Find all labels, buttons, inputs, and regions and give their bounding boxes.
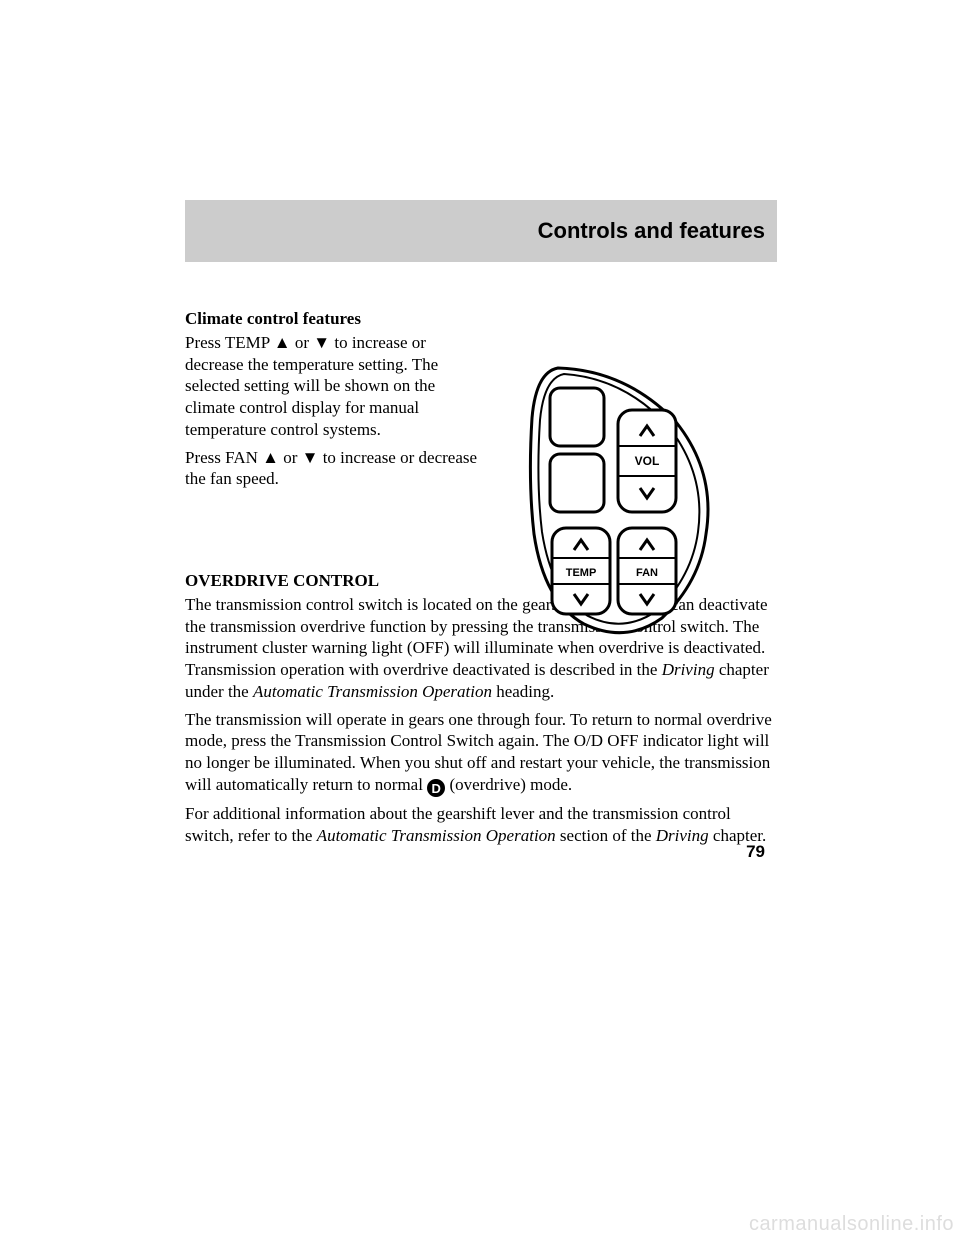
overdrive-p3-b: section of the (556, 826, 656, 845)
page: Controls and features Climate control fe… (0, 0, 960, 1242)
overdrive-p2-b: (overdrive) mode. (445, 775, 572, 794)
watermark: carmanualsonline.info (749, 1213, 954, 1236)
overdrive-em-driving-2: Driving (656, 826, 709, 845)
overdrive-p1-c: heading. (492, 682, 554, 701)
climate-paragraph-1: Press TEMP ▲ or ▼ to increase or decreas… (185, 332, 485, 441)
overdrive-paragraph-2: The transmission will operate in gears o… (185, 709, 777, 797)
fan-rocker: FAN (618, 528, 676, 614)
fan-label: FAN (636, 567, 658, 579)
steering-controls-diagram: VOL TEMP FAN (506, 362, 738, 642)
blank-button-1 (550, 388, 604, 446)
overdrive-em-driving: Driving (662, 660, 715, 679)
header-title: Controls and features (538, 218, 765, 244)
overdrive-d-icon: D (427, 779, 445, 797)
overdrive-em-ato-2: Automatic Transmission Operation (317, 826, 556, 845)
controls-svg: VOL TEMP FAN (506, 362, 738, 642)
climate-paragraph-2: Press FAN ▲ or ▼ to increase or decrease… (185, 447, 485, 491)
temp-label: TEMP (566, 567, 597, 579)
temp-rocker: TEMP (552, 528, 610, 614)
header-bar: Controls and features (185, 200, 777, 262)
overdrive-paragraph-3: For additional information about the gea… (185, 803, 777, 847)
vol-rocker: VOL (618, 410, 676, 512)
overdrive-em-ato: Automatic Transmission Operation (253, 682, 492, 701)
vol-label: VOL (635, 454, 660, 468)
page-number: 79 (746, 841, 765, 863)
blank-button-2 (550, 454, 604, 512)
climate-section-title: Climate control features (185, 308, 777, 330)
